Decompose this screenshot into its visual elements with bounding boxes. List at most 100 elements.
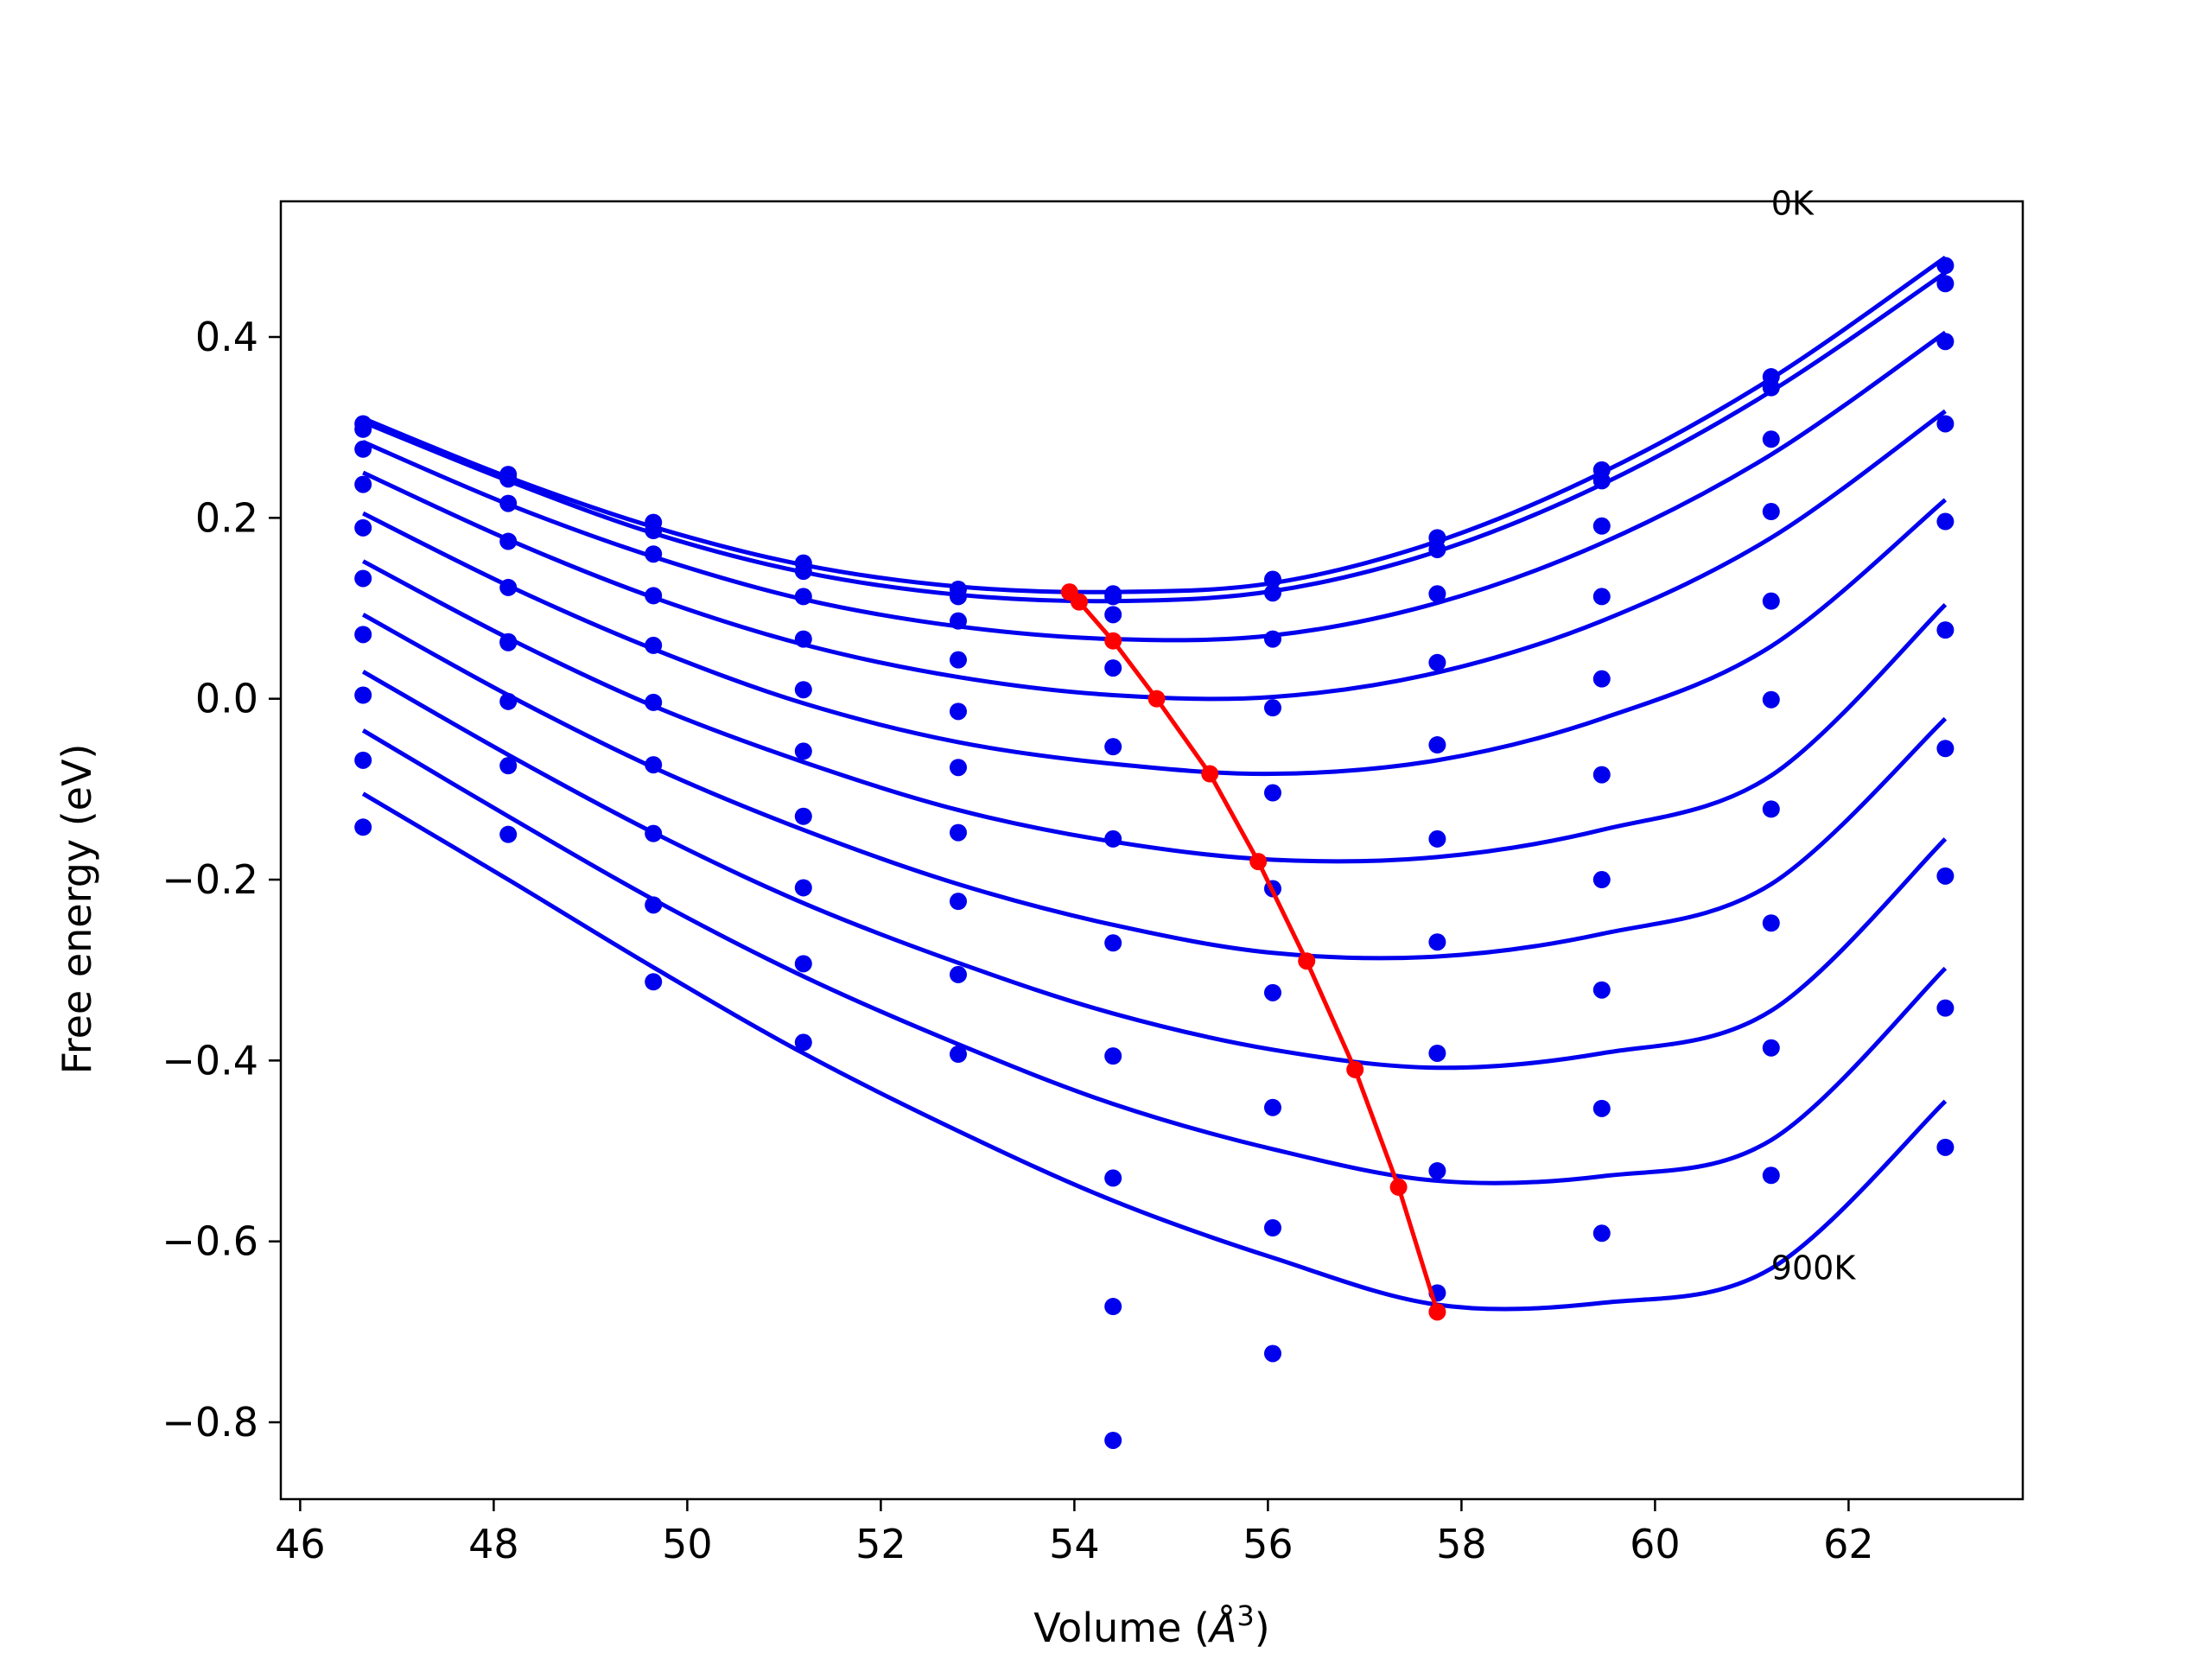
fit-curve-5 — [362, 559, 1948, 864]
data-point-4-6 — [1264, 784, 1281, 802]
data-point-4-2 — [645, 636, 663, 654]
data-point-1-8 — [1592, 472, 1611, 490]
data-point-8-0 — [354, 751, 372, 769]
data-point-7-3 — [794, 879, 812, 897]
minimum-point-5 — [1249, 853, 1268, 871]
data-point-3-2 — [645, 587, 663, 605]
data-point-6-3 — [794, 807, 812, 825]
data-point-6-9 — [1762, 800, 1780, 818]
data-point-9-6 — [1264, 1344, 1281, 1363]
x-tick-label-2: 50 — [662, 1521, 713, 1567]
y-tick-label-4: −0.4 — [162, 1037, 258, 1084]
data-point-6-1 — [499, 633, 518, 652]
fit-curve-3 — [362, 409, 1947, 702]
data-point-8-10 — [1936, 999, 1955, 1017]
data-point-5-9 — [1762, 690, 1780, 709]
x-tick-label-3: 52 — [855, 1521, 906, 1567]
data-point-2-0 — [354, 440, 372, 458]
data-point-5-0 — [354, 569, 372, 588]
data-point-8-4 — [950, 965, 967, 983]
data-point-4-5 — [1104, 738, 1122, 756]
data-point-2-5 — [1104, 606, 1122, 624]
y-tick-label-0: 0.4 — [195, 314, 258, 360]
fit-curve-8 — [361, 728, 1948, 1185]
data-point-7-6 — [1264, 1098, 1281, 1116]
data-point-2-4 — [950, 612, 967, 630]
fit-curve-6 — [361, 613, 1948, 961]
data-point-4-0 — [354, 518, 372, 537]
data-point-7-9 — [1762, 914, 1780, 932]
x-tick-label-0: 46 — [275, 1521, 326, 1567]
minima-line — [1068, 590, 1440, 1313]
data-point-3-4 — [950, 651, 967, 669]
data-point-4-9 — [1762, 592, 1780, 610]
data-point-3-10 — [1936, 415, 1955, 433]
axes-frame — [279, 200, 2024, 1501]
data-point-4-4 — [950, 702, 967, 721]
data-point-4-10 — [1936, 512, 1955, 531]
data-point-5-7 — [1428, 830, 1446, 848]
minimum-point-6 — [1298, 952, 1316, 970]
data-point-extra-0 — [1104, 1431, 1122, 1449]
data-point-7-8 — [1592, 981, 1611, 999]
fit-curve-9 — [361, 791, 1948, 1312]
data-point-8-3 — [794, 955, 812, 973]
minimum-point-4 — [1201, 765, 1219, 783]
data-point-2-10 — [1936, 333, 1955, 351]
annotation-0: 0K — [1771, 185, 1815, 223]
y-tick-label-1: 0.2 — [195, 494, 258, 541]
x-axis-label: Volume (Å3) — [1033, 1599, 1269, 1651]
data-point-9-1 — [499, 825, 518, 843]
y-axis-label: Free energy (eV) — [54, 744, 100, 1075]
data-point-9-10 — [1936, 1138, 1955, 1156]
fit-curve-4 — [362, 498, 1948, 777]
data-point-6-4 — [950, 823, 967, 842]
data-point-8-9 — [1762, 1039, 1780, 1057]
data-point-5-5 — [1104, 830, 1122, 848]
data-point-6-10 — [1936, 740, 1955, 758]
data-point-1-9 — [1762, 378, 1780, 397]
data-point-3-8 — [1592, 670, 1611, 688]
data-point-5-8 — [1592, 766, 1611, 784]
data-point-8-1 — [499, 757, 518, 775]
data-point-2-2 — [645, 545, 663, 563]
data-point-1-4 — [950, 588, 967, 606]
annotation-1: 900K — [1771, 1249, 1857, 1287]
y-tick-label-5: −0.6 — [162, 1218, 258, 1265]
data-point-5-3 — [794, 742, 812, 760]
data-point-7-1 — [499, 692, 518, 710]
data-point-7-0 — [354, 686, 372, 704]
data-point-9-2 — [645, 973, 663, 991]
plot-area — [354, 255, 1955, 1449]
data-point-3-1 — [499, 532, 518, 550]
minimum-point-7 — [1346, 1060, 1364, 1078]
y-tick-label-3: −0.2 — [162, 856, 258, 903]
data-point-9-0 — [354, 818, 372, 836]
minimum-point-9 — [1428, 1303, 1446, 1321]
data-point-6-6 — [1264, 983, 1281, 1001]
data-point-3-9 — [1762, 503, 1780, 521]
fit-curve-2 — [362, 330, 1947, 643]
data-point-7-10 — [1936, 867, 1955, 885]
annotations: 0K 900K — [1771, 185, 1857, 1287]
data-point-4-3 — [794, 681, 812, 699]
minimum-point-8 — [1389, 1178, 1408, 1196]
x-tick-label-5: 56 — [1243, 1521, 1294, 1567]
data-point-1-10 — [1936, 275, 1955, 293]
data-point-1-0 — [354, 420, 372, 438]
data-point-5-2 — [645, 693, 663, 711]
minimum-point-3 — [1147, 690, 1166, 708]
data-point-8-6 — [1264, 1218, 1281, 1236]
data-point-3-0 — [354, 475, 372, 493]
data-point-9-5 — [1104, 1298, 1122, 1316]
data-point-6-5 — [1104, 934, 1122, 952]
data-point-2-7 — [1428, 585, 1446, 603]
data-point-4-8 — [1592, 588, 1611, 606]
data-point-6-7 — [1428, 933, 1446, 951]
minimum-point-1 — [1071, 593, 1088, 611]
data-point-2-3 — [794, 588, 812, 606]
data-point-1-6 — [1264, 584, 1281, 602]
data-point-3-3 — [794, 630, 812, 648]
data-point-7-7 — [1428, 1044, 1446, 1062]
x-tick-label-6: 58 — [1436, 1521, 1487, 1567]
